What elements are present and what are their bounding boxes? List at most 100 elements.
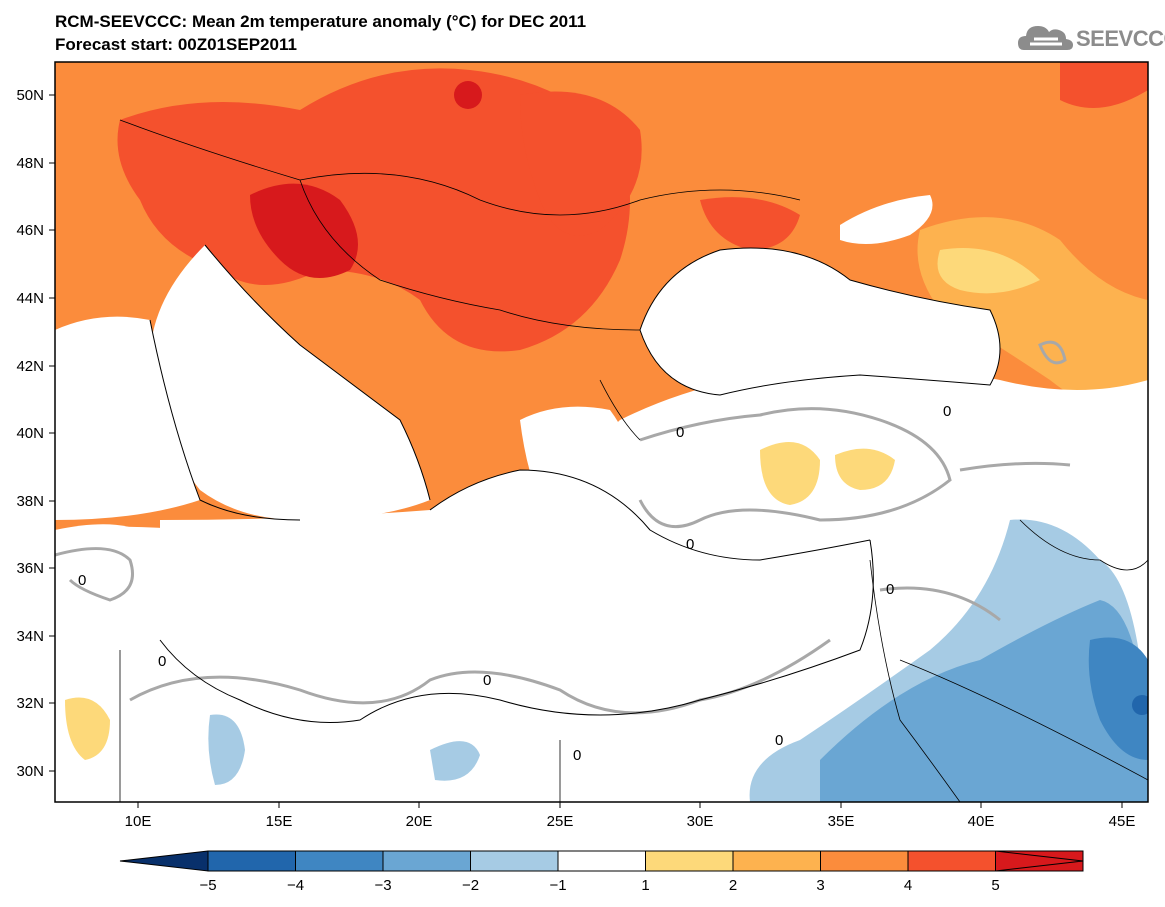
colorbar-segment: [207, 850, 296, 872]
anomaly-above-5-north: [454, 81, 482, 109]
colorbar-tick-label: −1: [549, 877, 566, 894]
colorbar-tick-label: 3: [816, 877, 824, 894]
anomaly-1-2-anatolia-east: [835, 448, 895, 490]
contour-label: 0: [775, 732, 783, 749]
lat-label-44n: 44N: [16, 290, 44, 307]
colorbar-segment: [907, 850, 996, 872]
anomaly-minus-2-3-field: [820, 600, 1148, 802]
lat-label-38n: 38N: [16, 493, 44, 510]
border-thrace: [599, 379, 641, 441]
seevccc-logo: SEEVCCC: [1018, 20, 1165, 56]
contour-label: 0: [943, 403, 951, 420]
colorbar-tick-label: −3: [374, 877, 391, 894]
coastlines-borders: [119, 119, 1148, 802]
colorbar-segment: [820, 850, 909, 872]
lat-label-50n: 50N: [16, 87, 44, 104]
anomaly-4-5-east: [520, 91, 642, 236]
plot-frame: [54, 61, 1149, 803]
logo-text: SEEVCCC: [1076, 26, 1165, 51]
chart-title: RCM-SEEVCCC: Mean 2m temperature anomaly…: [55, 12, 587, 31]
colorbar-tick-label: 2: [729, 877, 737, 894]
longitude-labels: 10E 15E 20E 25E 30E 35E 40E 45E: [125, 813, 1136, 830]
border-arabia: [899, 659, 1148, 781]
forecast-start: Forecast start: 00Z01SEP2011: [55, 35, 297, 54]
colorbar-segment: [295, 850, 384, 872]
lat-label-46n: 46N: [16, 222, 44, 239]
zero-contour-caucasus: [1038, 340, 1067, 365]
zero-contour-anatolia: [638, 407, 952, 529]
anomaly-4-5-crimea: [700, 197, 800, 250]
coastline-italy: [149, 319, 301, 521]
cloud-icon: [1018, 26, 1073, 50]
zero-contour-west: [54, 547, 134, 602]
anomaly-4-5-field: [117, 68, 630, 352]
colorbar-tick-label: 5: [991, 877, 999, 894]
adriatic-ionian-sea: [150, 245, 430, 520]
zero-contours: [54, 340, 1071, 715]
colorbar-segment: [645, 850, 734, 872]
anomaly-4-5-ne: [1060, 62, 1148, 108]
colorbar-segment: [470, 850, 559, 872]
lat-label-40n: 40N: [16, 425, 44, 442]
colorbar-over-triangle: [995, 850, 1084, 872]
aegean-sea: [520, 406, 640, 533]
lat-label-32n: 32N: [16, 695, 44, 712]
anomaly-fields: [55, 62, 1148, 802]
lon-label-40e: 40E: [968, 813, 995, 830]
contour-label: 0: [573, 747, 581, 764]
colorbar-segment: [732, 850, 821, 872]
borders-balkans: [299, 179, 641, 331]
coastline-balkans: [204, 244, 431, 501]
lon-label-35e: 35E: [828, 813, 855, 830]
lat-label-48n: 48N: [16, 155, 44, 172]
anomaly-minus-3-4-field: [1088, 637, 1148, 760]
lat-label-34n: 34N: [16, 628, 44, 645]
zero-contour-africa: [129, 638, 831, 715]
contour-label: 0: [483, 672, 491, 689]
contour-label: 0: [158, 653, 166, 670]
axis-ticks: [49, 94, 1123, 808]
lon-label-20e: 20E: [406, 813, 433, 830]
lat-label-42n: 42N: [16, 358, 44, 375]
sea-of-azov: [840, 195, 933, 244]
lat-label-30n: 30N: [16, 763, 44, 780]
anomaly-1-2-africa: [65, 697, 110, 760]
lon-label-15e: 15E: [266, 813, 293, 830]
latitude-labels: 50N 48N 46N 44N 42N 40N 38N 36N 34N 32N …: [16, 87, 44, 780]
black-sea: [640, 248, 1000, 395]
lat-label-36n: 36N: [16, 560, 44, 577]
tyrrhenian-sea: [55, 316, 200, 520]
contour-label: 0: [676, 424, 684, 441]
lon-label-45e: 45E: [1109, 813, 1136, 830]
colorbar-tick-label: 1: [641, 877, 649, 894]
colorbar-tick-label: −5: [199, 877, 216, 894]
colorbar-labels: −5 −4 −3 −2 −1 1 2 3 4 5: [199, 877, 999, 894]
coastline-africa-levant: [159, 539, 874, 723]
contour-label: 0: [686, 536, 694, 553]
colorbar-tick-label: −2: [462, 877, 479, 894]
colorbar-tick-label: 4: [904, 877, 912, 894]
colorbar-tick-label: −4: [287, 877, 304, 894]
lon-label-30e: 30E: [687, 813, 714, 830]
anomaly-neutral-west: [55, 524, 173, 654]
lon-label-25e: 25E: [547, 813, 574, 830]
border-levant: [869, 559, 961, 802]
contour-label: 0: [886, 581, 894, 598]
colorbar-under-triangle: [119, 850, 209, 872]
contour-label: 0: [78, 572, 86, 589]
anomaly-minus-1-2-libya: [208, 714, 245, 785]
anomaly-minus-1-2-egypt: [430, 741, 480, 781]
contour-labels: 0 0 0 0 0 0 0 0 0: [78, 403, 951, 764]
zero-contour-east: [959, 461, 1071, 472]
colorbar-segment: [557, 850, 646, 872]
lon-label-10e: 10E: [125, 813, 152, 830]
borders-europe: [119, 119, 801, 216]
border-iraq-iran: [1019, 519, 1148, 571]
zero-contour-levant: [879, 586, 1001, 622]
colorbar-segment: [382, 850, 471, 872]
anomaly-1-2-east: [937, 248, 1040, 294]
colorbar: [119, 850, 1084, 872]
anomaly-minus-4-5-field: [1132, 695, 1148, 715]
mediterranean-sea: [160, 470, 874, 723]
